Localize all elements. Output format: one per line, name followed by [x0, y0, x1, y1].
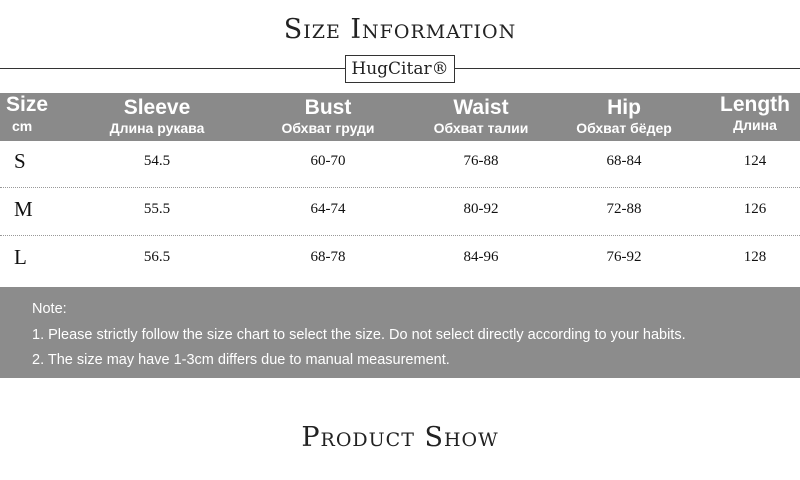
row-separator — [0, 187, 800, 188]
column-name: Hip — [607, 96, 641, 119]
section-title: Product Show — [301, 422, 499, 453]
column-unit: cm — [12, 118, 33, 134]
column-subtitle: Обхват бёдер — [576, 120, 672, 136]
column-name: Size — [6, 93, 49, 116]
column-name: Sleeve — [123, 96, 191, 119]
column-subtitle: Длина рукава — [109, 120, 205, 136]
size-label: L — [14, 245, 27, 269]
table-cell: 76-92 — [606, 249, 642, 265]
notes-heading: Note: — [32, 301, 67, 317]
table-cell: 54.5 — [143, 153, 171, 169]
column-subtitle: Длина — [733, 117, 777, 133]
column-subtitle: Обхват талии — [433, 120, 529, 136]
section-title: Size Information — [283, 14, 517, 45]
table-cell: 76-88 — [463, 153, 499, 169]
table-cell: 68-84 — [606, 153, 642, 169]
table-cell: 60-70 — [310, 153, 346, 169]
table-cell: 72-88 — [606, 201, 642, 217]
note-item: 1. Please strictly follow the size chart… — [32, 327, 686, 343]
table-cell: 68-78 — [310, 249, 346, 265]
column-name: Waist — [453, 96, 509, 119]
table-cell: 80-92 — [463, 201, 499, 217]
column-subtitle: Обхват груди — [281, 120, 375, 136]
table-cell: 55.5 — [143, 201, 171, 217]
table-cell: 128 — [743, 249, 767, 265]
row-separator — [0, 235, 800, 236]
brand-badge: HugCitar® — [345, 55, 455, 83]
table-cell: 64-74 — [310, 201, 346, 217]
column-name: Length — [720, 93, 790, 116]
size-label: M — [14, 197, 33, 221]
notes-box: Note: 1. Please strictly follow the size… — [0, 287, 800, 378]
table-cell: 84-96 — [463, 249, 499, 265]
size-label: S — [14, 149, 26, 173]
table-cell: 124 — [743, 153, 767, 169]
table-cell: 126 — [743, 201, 767, 217]
table-header: Size cm Sleeve Длина рукава Bust Обхват груди… — [0, 93, 800, 141]
note-item: 2. The size may have 1-3cm differs due t… — [32, 352, 450, 368]
table-cell: 56.5 — [143, 249, 171, 265]
column-name: Bust — [304, 96, 352, 119]
